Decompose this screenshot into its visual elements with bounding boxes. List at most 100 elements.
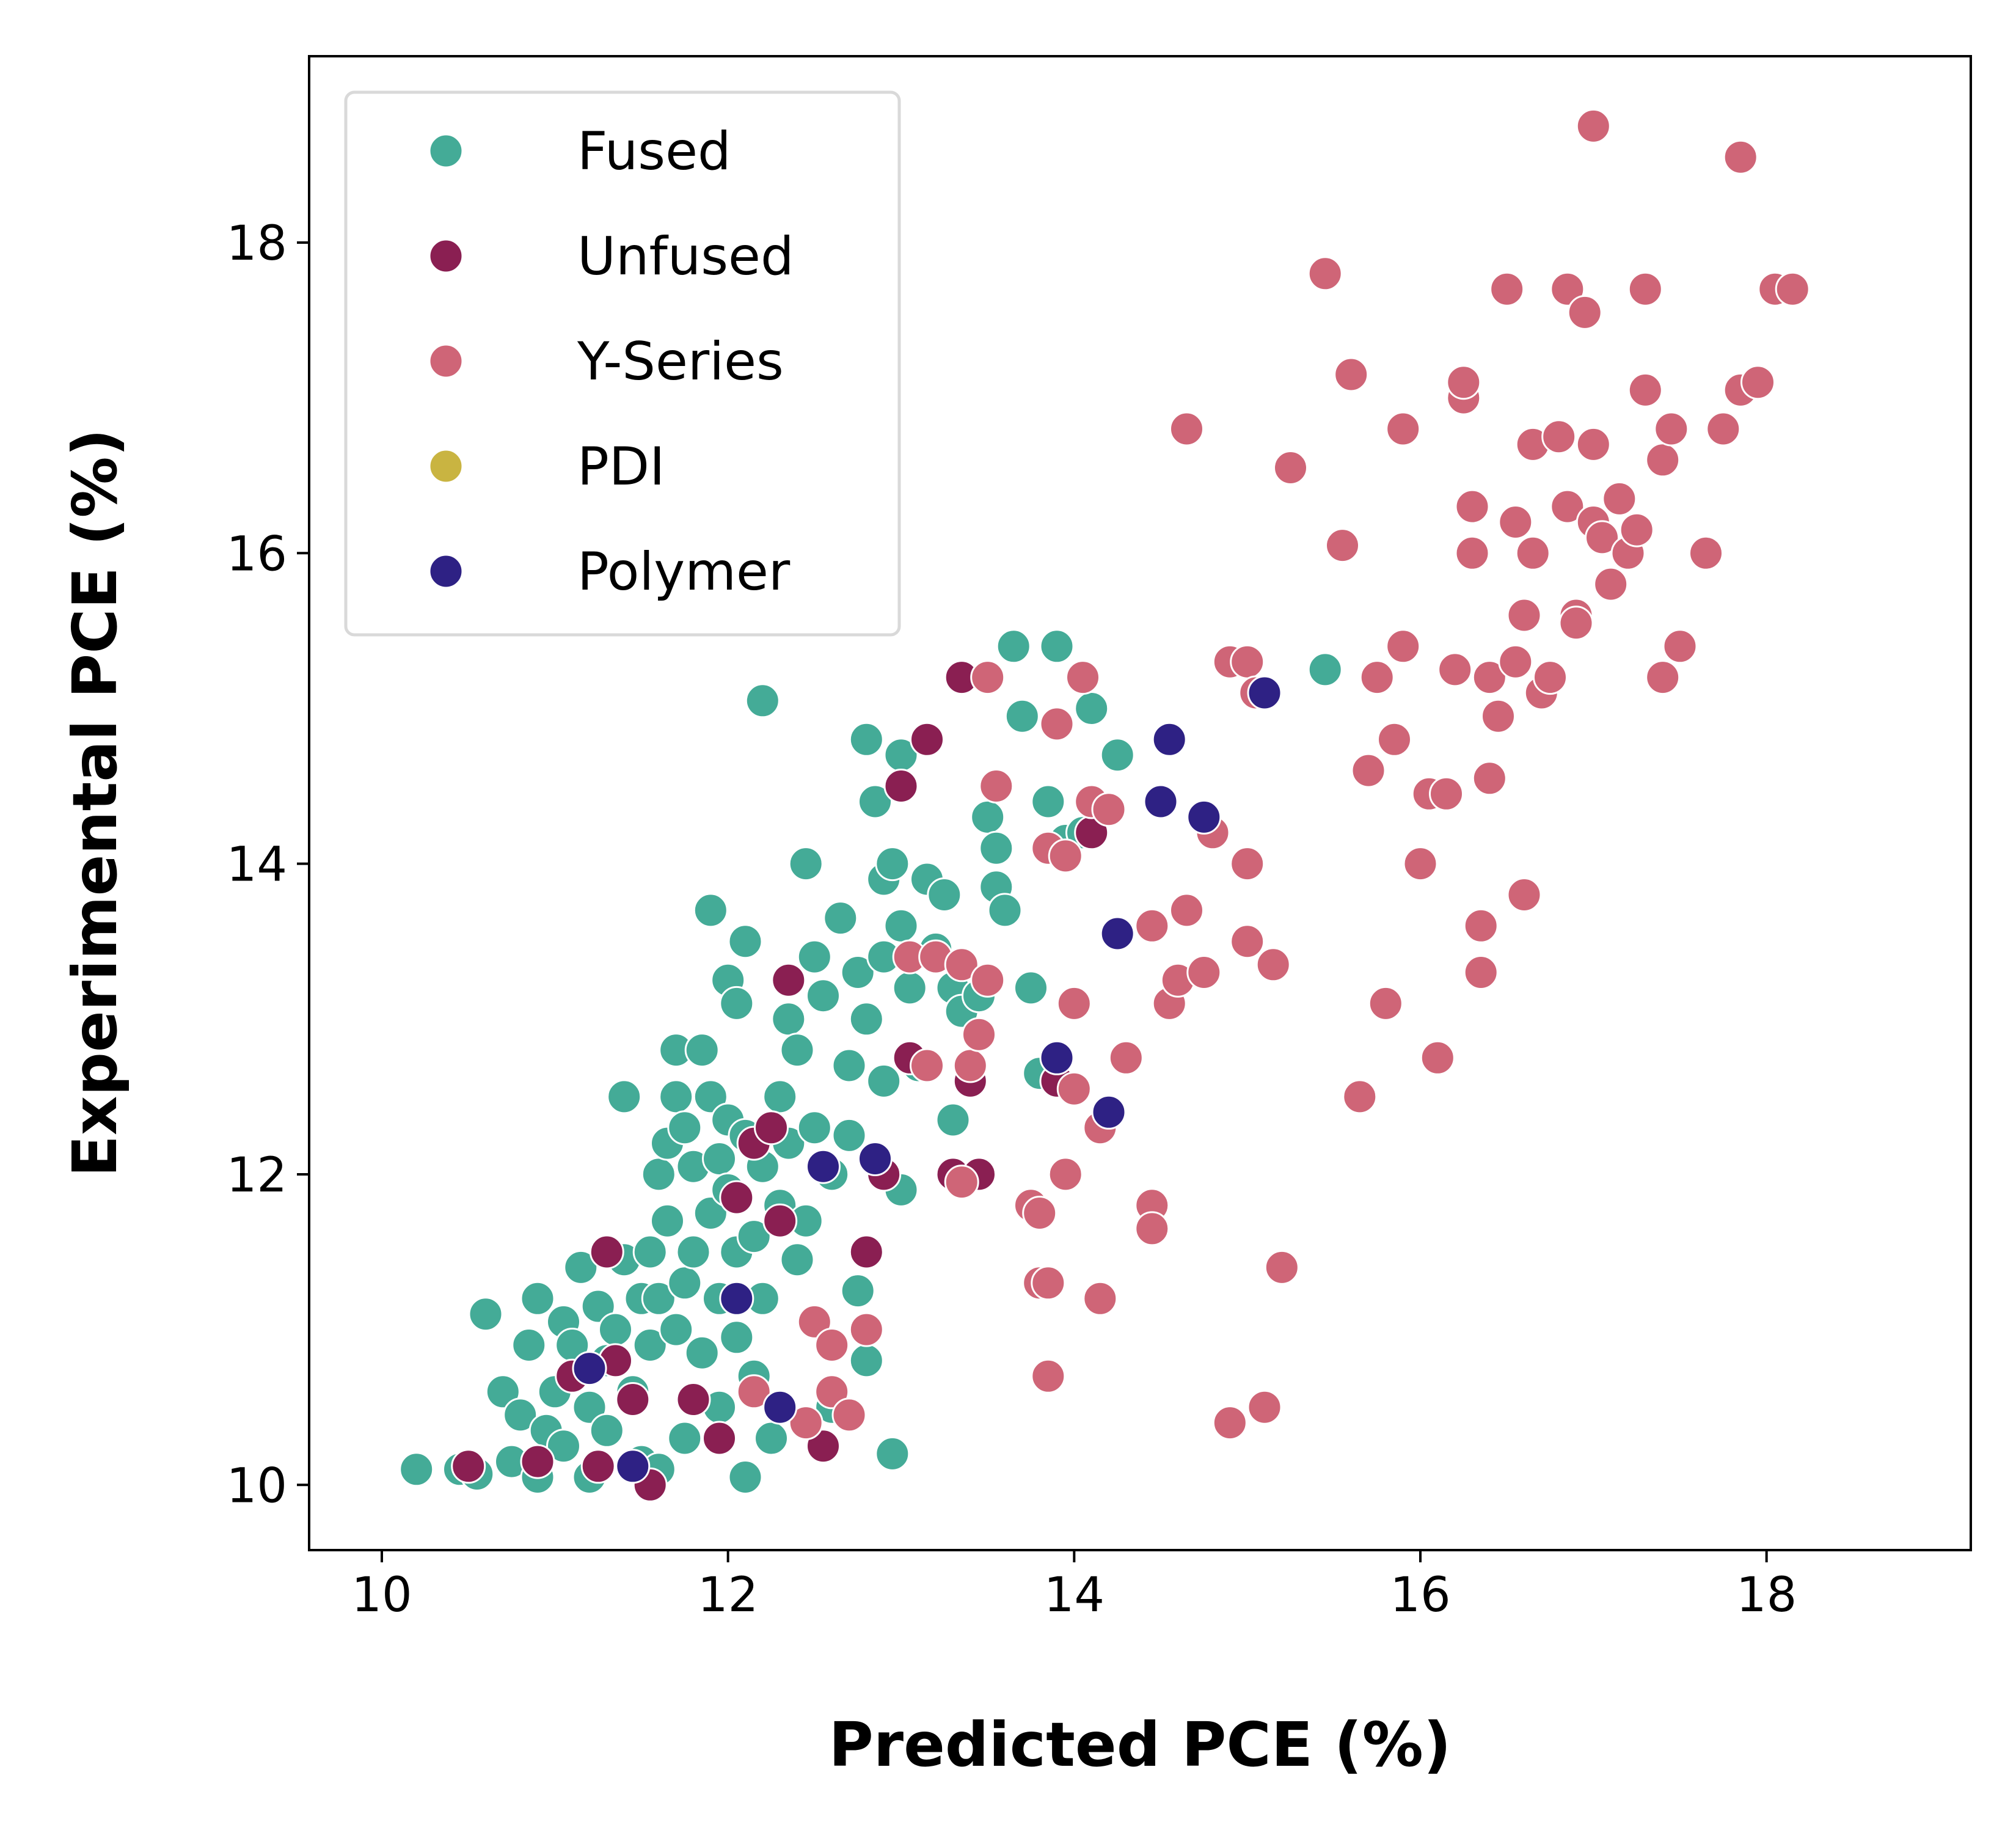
point-fused	[728, 1460, 763, 1495]
point-y-series	[910, 1048, 944, 1083]
point-unfused	[520, 1444, 555, 1479]
point-fused	[572, 1389, 607, 1425]
point-fused	[667, 1110, 703, 1146]
point-fused	[684, 1335, 720, 1370]
point-y-series	[849, 1312, 884, 1347]
point-fused	[771, 1001, 806, 1037]
point-polymer	[719, 1281, 754, 1316]
y-tick-label: 12	[227, 1148, 287, 1203]
point-fused	[598, 1312, 633, 1347]
point-fused	[875, 1436, 910, 1471]
legend-label-polymer: Polymer	[577, 541, 791, 602]
point-y-series	[1533, 660, 1568, 695]
legend-marker-pdi	[428, 448, 464, 484]
point-y-series	[1230, 924, 1265, 959]
point-y-series	[1455, 535, 1490, 571]
point-fused	[468, 1297, 503, 1332]
point-y-series	[1039, 706, 1075, 742]
point-y-series	[1083, 1281, 1118, 1316]
point-fused	[806, 978, 841, 1014]
point-fused	[650, 1203, 685, 1238]
point-y-series	[1247, 1389, 1282, 1425]
point-fused	[1074, 691, 1109, 726]
x-tick-label: 16	[1390, 1568, 1450, 1623]
point-y-series	[1359, 660, 1395, 695]
point-fused	[667, 1265, 703, 1301]
point-fused	[1013, 970, 1048, 1006]
point-y-series	[788, 1405, 824, 1441]
point-unfused	[615, 1382, 651, 1417]
point-y-series	[1498, 505, 1533, 540]
point-fused	[632, 1234, 668, 1270]
legend-marker-y-series	[428, 343, 464, 379]
point-y-series	[944, 947, 979, 982]
point-y-series	[1645, 442, 1681, 478]
point-y-series	[1463, 955, 1499, 990]
point-y-series	[1627, 372, 1663, 408]
point-fused	[840, 1273, 875, 1309]
point-fused	[607, 1079, 642, 1114]
point-fused	[754, 1421, 789, 1456]
y-tick-label: 16	[227, 527, 287, 582]
point-y-series	[1550, 489, 1585, 524]
point-fused	[866, 1063, 902, 1099]
point-fused	[736, 1219, 772, 1254]
point-polymer	[1100, 916, 1135, 951]
point-unfused	[702, 1421, 737, 1456]
point-y-series	[1645, 660, 1681, 695]
point-fused	[702, 1141, 737, 1176]
point-fused	[520, 1281, 555, 1316]
point-y-series	[1689, 535, 1723, 571]
point-fused	[1100, 737, 1135, 773]
point-y-series	[814, 1374, 850, 1410]
point-fused	[676, 1234, 711, 1270]
point-y-series	[1377, 722, 1412, 757]
point-fused	[719, 986, 754, 1021]
y-axis-title: Experimental PCE (%)	[59, 429, 131, 1177]
point-y-series	[1368, 986, 1403, 1021]
point-unfused	[910, 722, 944, 757]
point-fused	[693, 893, 728, 928]
point-fused	[780, 1242, 815, 1278]
point-fused	[659, 1312, 694, 1347]
point-y-series	[1031, 1358, 1066, 1394]
point-y-series	[736, 1374, 772, 1410]
point-fused	[503, 1397, 538, 1433]
point-fused	[996, 629, 1031, 664]
point-fused	[831, 1048, 867, 1083]
point-fused	[745, 683, 780, 719]
point-y-series	[1420, 1040, 1455, 1075]
point-fused	[1307, 652, 1343, 687]
point-fused	[659, 1079, 694, 1114]
point-y-series	[1567, 295, 1602, 330]
point-y-series	[1550, 271, 1585, 307]
point-y-series	[952, 1048, 988, 1083]
point-y-series	[1342, 1079, 1378, 1114]
legend-label-y-series: Y-Series	[577, 331, 784, 392]
point-y-series	[1386, 629, 1421, 664]
point-y-series	[1351, 753, 1386, 788]
point-y-series	[1723, 139, 1758, 175]
point-y-series	[1022, 1196, 1057, 1231]
point-y-series	[1498, 644, 1533, 679]
point-fused	[728, 924, 763, 959]
point-y-series	[1619, 512, 1654, 547]
point-y-series	[1576, 108, 1611, 144]
y-tick-label: 18	[227, 216, 287, 271]
point-fused	[1031, 784, 1066, 819]
point-unfused	[806, 1429, 841, 1464]
x-tick-label: 18	[1736, 1568, 1797, 1623]
point-fused	[684, 1033, 720, 1068]
point-polymer	[1152, 722, 1187, 757]
point-unfused	[883, 769, 919, 803]
point-fused	[797, 939, 832, 975]
point-y-series	[1446, 365, 1481, 400]
point-unfused	[451, 1449, 486, 1484]
point-y-series	[979, 769, 1014, 803]
point-y-series	[1134, 1211, 1170, 1246]
point-y-series	[1169, 411, 1204, 447]
point-fused	[1039, 629, 1075, 664]
point-unfused	[676, 1382, 711, 1417]
point-y-series	[1472, 761, 1507, 796]
